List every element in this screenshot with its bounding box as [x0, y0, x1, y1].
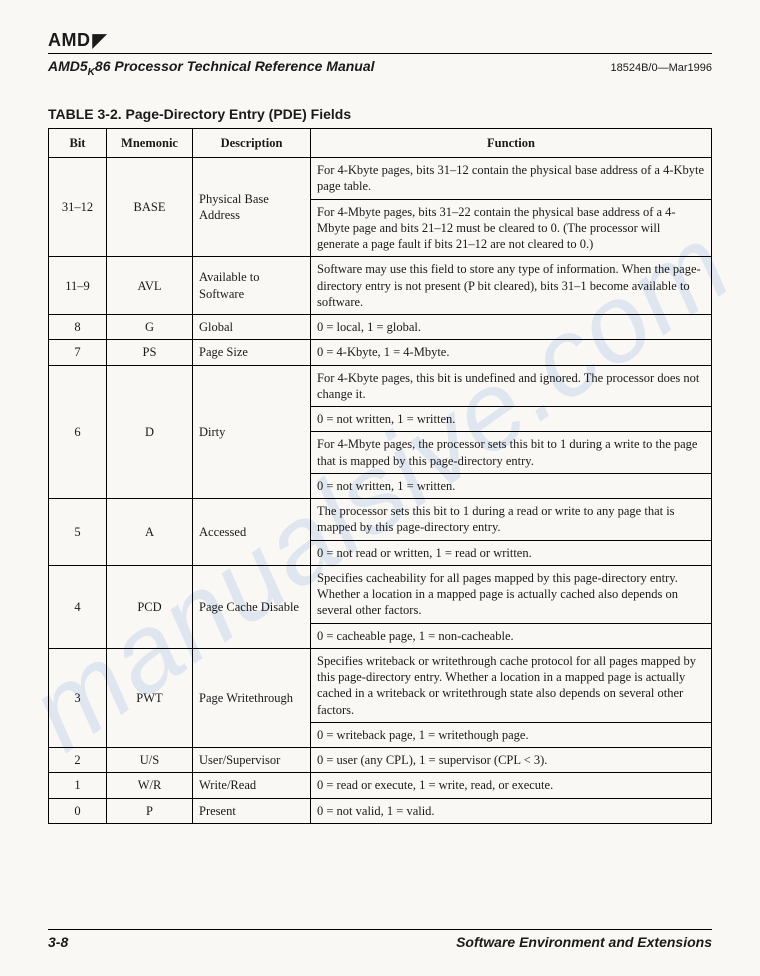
cell-mnemonic: U/S — [107, 748, 193, 773]
cell-mnemonic: PCD — [107, 565, 193, 648]
page-footer: 3-8 Software Environment and Extensions — [48, 927, 712, 950]
cell-description: Accessed — [193, 499, 311, 566]
brand-logo: AMD◤ — [48, 30, 712, 51]
cell-bit: 5 — [49, 499, 107, 566]
cell-function: 0 = not read or written, 1 = read or wri… — [311, 540, 712, 565]
cell-function: Specifies cacheability for all pages map… — [311, 565, 712, 623]
table-row: 11–9AVLAvailable to SoftwareSoftware may… — [49, 257, 712, 315]
cell-description: Page Cache Disable — [193, 565, 311, 648]
cell-bit: 3 — [49, 648, 107, 747]
cell-description: User/Supervisor — [193, 748, 311, 773]
cell-function: For 4-Mbyte pages, bits 31–22 contain th… — [311, 199, 712, 257]
table-row: 31–12BASEPhysical Base AddressFor 4-Kbyt… — [49, 158, 712, 200]
table-row: 0PPresent0 = not valid, 1 = valid. — [49, 798, 712, 823]
header-row: AMD5K86 Processor Technical Reference Ma… — [48, 58, 712, 78]
cell-bit: 6 — [49, 365, 107, 499]
cell-bit: 11–9 — [49, 257, 107, 315]
cell-mnemonic: W/R — [107, 773, 193, 798]
cell-description: Physical Base Address — [193, 158, 311, 257]
section-title: Software Environment and Extensions — [456, 934, 712, 950]
table-row: 4PCDPage Cache DisableSpecifies cacheabi… — [49, 565, 712, 623]
cell-function: 0 = user (any CPL), 1 = supervisor (CPL … — [311, 748, 712, 773]
cell-description: Write/Read — [193, 773, 311, 798]
cell-function: 0 = not written, 1 = written. — [311, 407, 712, 432]
page-number: 3-8 — [48, 934, 68, 950]
cell-mnemonic: AVL — [107, 257, 193, 315]
cell-function: 0 = local, 1 = global. — [311, 315, 712, 340]
table-row: 7PSPage Size0 = 4-Kbyte, 1 = 4-Mbyte. — [49, 340, 712, 365]
cell-bit: 1 — [49, 773, 107, 798]
table-row: 3PWTPage WritethroughSpecifies writeback… — [49, 648, 712, 722]
brand-text: AMD — [48, 30, 91, 51]
col-description: Description — [193, 128, 311, 157]
table-row: 6DDirtyFor 4-Kbyte pages, this bit is un… — [49, 365, 712, 407]
table-row: 2U/SUser/Supervisor0 = user (any CPL), 1… — [49, 748, 712, 773]
cell-function: 0 = cacheable page, 1 = non-cacheable. — [311, 623, 712, 648]
manual-title-sub: K — [88, 67, 95, 78]
cell-function: For 4-Kbyte pages, bits 31–12 contain th… — [311, 158, 712, 200]
cell-function: 0 = read or execute, 1 = write, read, or… — [311, 773, 712, 798]
doc-reference: 18524B/0—Mar1996 — [610, 62, 712, 74]
cell-function: For 4-Kbyte pages, this bit is undefined… — [311, 365, 712, 407]
table-caption: TABLE 3-2. Page-Directory Entry (PDE) Fi… — [48, 106, 712, 122]
footer-rule — [48, 929, 712, 930]
cell-mnemonic: A — [107, 499, 193, 566]
cell-function: The processor sets this bit to 1 during … — [311, 499, 712, 541]
cell-mnemonic: D — [107, 365, 193, 499]
manual-title-post: 86 Processor Technical Reference Manual — [95, 58, 375, 74]
cell-description: Dirty — [193, 365, 311, 499]
table-row: 8GGlobal0 = local, 1 = global. — [49, 315, 712, 340]
cell-description: Available to Software — [193, 257, 311, 315]
cell-function: For 4-Mbyte pages, the processor sets th… — [311, 432, 712, 474]
cell-function: 0 = not written, 1 = written. — [311, 473, 712, 498]
col-mnemonic: Mnemonic — [107, 128, 193, 157]
table-header-row: Bit Mnemonic Description Function — [49, 128, 712, 157]
table-row: 5AAccessedThe processor sets this bit to… — [49, 499, 712, 541]
cell-description: Page Size — [193, 340, 311, 365]
cell-description: Global — [193, 315, 311, 340]
manual-title-pre: AMD5 — [48, 58, 88, 74]
cell-bit: 0 — [49, 798, 107, 823]
brand-arrow-icon: ◤ — [93, 30, 107, 51]
manual-title: AMD5K86 Processor Technical Reference Ma… — [48, 58, 375, 78]
col-function: Function — [311, 128, 712, 157]
cell-function: Software may use this field to store any… — [311, 257, 712, 315]
cell-description: Present — [193, 798, 311, 823]
cell-mnemonic: PWT — [107, 648, 193, 747]
header-rule — [48, 53, 712, 54]
col-bit: Bit — [49, 128, 107, 157]
cell-function: 0 = 4-Kbyte, 1 = 4-Mbyte. — [311, 340, 712, 365]
cell-mnemonic: P — [107, 798, 193, 823]
cell-function: Specifies writeback or writethrough cach… — [311, 648, 712, 722]
pde-fields-table: Bit Mnemonic Description Function 31–12B… — [48, 128, 712, 824]
table-row: 1W/RWrite/Read0 = read or execute, 1 = w… — [49, 773, 712, 798]
cell-bit: 7 — [49, 340, 107, 365]
cell-function: 0 = writeback page, 1 = writethough page… — [311, 722, 712, 747]
cell-bit: 4 — [49, 565, 107, 648]
cell-description: Page Writethrough — [193, 648, 311, 747]
cell-bit: 2 — [49, 748, 107, 773]
cell-bit: 31–12 — [49, 158, 107, 257]
cell-bit: 8 — [49, 315, 107, 340]
cell-mnemonic: G — [107, 315, 193, 340]
cell-mnemonic: PS — [107, 340, 193, 365]
cell-mnemonic: BASE — [107, 158, 193, 257]
cell-function: 0 = not valid, 1 = valid. — [311, 798, 712, 823]
